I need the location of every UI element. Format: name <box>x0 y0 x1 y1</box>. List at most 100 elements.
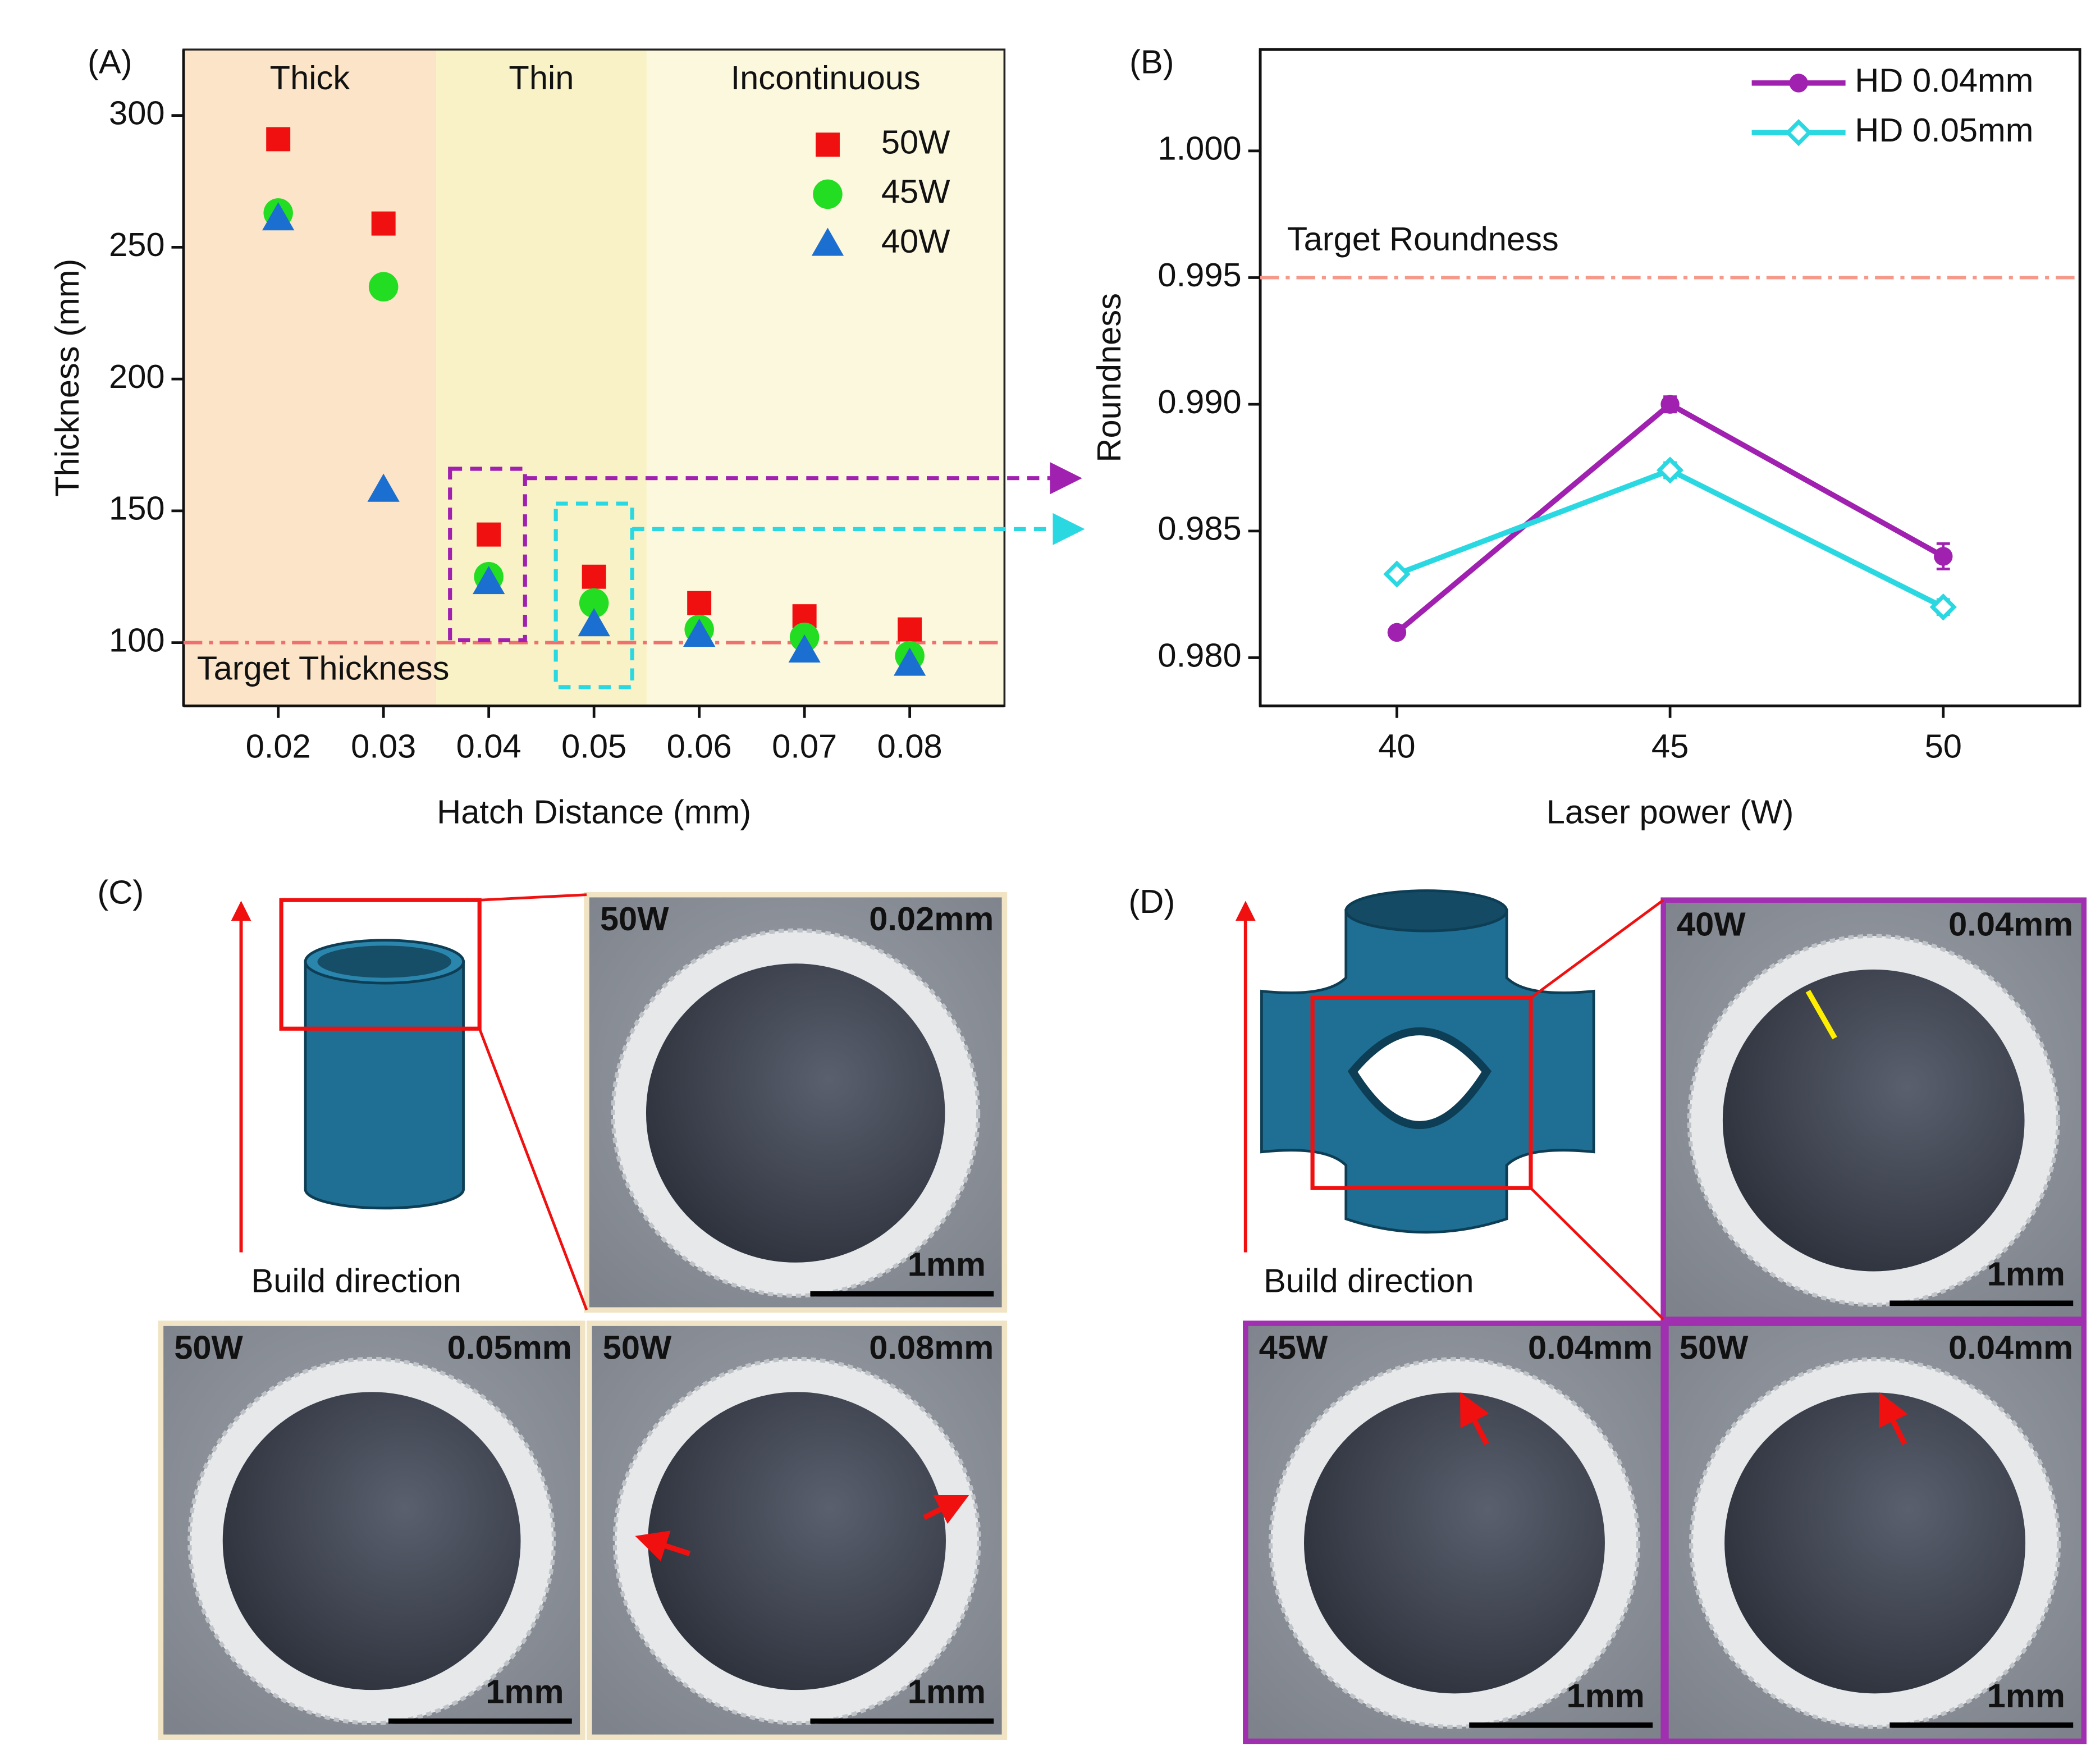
defect-arrow <box>635 1530 691 1561</box>
marker <box>262 202 295 231</box>
x-tick-label: 40 <box>1378 727 1415 765</box>
layer: Thick Thin Incontinuous (A) 100 150 200 250 300 0… <box>48 43 2087 1744</box>
power-label: 50W <box>174 1329 243 1367</box>
highlight-box <box>448 467 527 642</box>
scaffold-hole <box>1347 1027 1492 1130</box>
power-label: 50W <box>603 1329 672 1367</box>
scale-label: 1mm <box>1987 1677 2065 1715</box>
series-line <box>1396 467 1945 610</box>
ring <box>1691 1359 2059 1727</box>
ring-edge <box>1689 1357 2061 1729</box>
marker <box>1387 623 1407 642</box>
marker <box>1929 593 1957 621</box>
caption: Build direction <box>251 1262 461 1299</box>
scale-label: 1mm <box>486 1673 564 1711</box>
power-label: 40W <box>1677 906 1746 943</box>
hd-label: 0.04mm <box>1528 1329 1653 1367</box>
highlight-box <box>553 501 634 689</box>
x-tick-label: 0.02 <box>246 727 311 765</box>
x-tick-label: 45 <box>1651 727 1689 765</box>
marker <box>473 565 505 595</box>
legend-marker <box>1785 119 1813 147</box>
hd-label: 0.05mm <box>447 1329 572 1367</box>
ring <box>189 1359 554 1724</box>
ring-edge <box>611 928 981 1298</box>
y-tick-label: 0.980 <box>1157 636 1241 674</box>
zoom-box <box>279 898 482 1031</box>
y-tick-label: 250 <box>109 226 164 263</box>
panel-label: (D) <box>1128 883 1175 920</box>
marker <box>687 591 712 615</box>
marker <box>579 588 609 618</box>
marker <box>898 617 922 642</box>
marker <box>1660 395 1680 414</box>
region-label: Thick <box>270 59 350 97</box>
target-label: Target Roundness <box>1287 220 1559 258</box>
marker <box>1934 547 1953 566</box>
y-tick-label: 300 <box>109 94 164 131</box>
marker <box>1656 456 1684 484</box>
marker <box>368 272 399 302</box>
power-label: 50W <box>1680 1329 1749 1367</box>
marker <box>894 647 926 676</box>
ring <box>612 930 978 1296</box>
region <box>183 49 436 706</box>
marker <box>266 127 291 152</box>
defect-arrow <box>1879 1392 1908 1445</box>
x-tick-label: 0.06 <box>667 727 732 765</box>
ring <box>1689 936 2058 1305</box>
region-label: Incontinuous <box>731 59 921 97</box>
y-tick-label: 0.990 <box>1157 383 1241 421</box>
x-tick-label: 0.05 <box>561 727 626 765</box>
x-tick-label: 0.08 <box>877 727 943 765</box>
legend-marker <box>811 227 844 256</box>
legend-label: 50W <box>881 123 950 161</box>
y-axis-label: Thickness (mm) <box>48 259 86 497</box>
ring <box>615 1359 979 1724</box>
hd-label: 0.04mm <box>1948 906 2073 943</box>
y-tick-label: 100 <box>109 621 164 659</box>
legend-label: 40W <box>881 222 950 260</box>
zoom-line <box>478 893 588 1311</box>
hd-label: 0.04mm <box>1948 1329 2073 1367</box>
marker <box>582 564 606 589</box>
hd-label: 0.08mm <box>869 1329 994 1367</box>
panel-label: (B) <box>1129 43 1174 80</box>
x-tick-label: 50 <box>1925 727 1962 765</box>
marker <box>371 211 396 236</box>
marker <box>477 522 501 547</box>
region-label: Thin <box>509 59 574 97</box>
ring <box>1270 1359 1639 1727</box>
marker <box>367 473 400 502</box>
ring-edge <box>1687 934 2060 1307</box>
scale-label: 1mm <box>908 1673 986 1711</box>
scale-label: 1mm <box>1567 1677 1645 1715</box>
legend-marker <box>1789 74 1808 93</box>
defect-arrow <box>923 1495 969 1524</box>
power-label: 45W <box>1259 1329 1328 1367</box>
y-axis-label: Roundness <box>1090 293 1128 463</box>
y-tick-label: 0.995 <box>1157 256 1241 294</box>
legend-marker <box>815 132 840 157</box>
ring-edge <box>1268 1357 1641 1729</box>
defect-arrow <box>1460 1392 1489 1445</box>
zoom-line <box>1530 899 1664 1320</box>
marker <box>788 634 821 663</box>
cylinder <box>304 960 465 1210</box>
scale-label: 1mm <box>908 1246 986 1283</box>
scaffold-top <box>1344 889 1508 933</box>
legend-label: HD 0.05mm <box>1855 111 2033 149</box>
x-axis-label: Hatch Distance (mm) <box>437 793 751 830</box>
legend-marker <box>813 179 843 209</box>
target-label: Target Thickness <box>197 649 450 687</box>
y-tick-label: 150 <box>109 490 164 527</box>
y-tick-label: 0.985 <box>1157 510 1241 547</box>
zoom-box <box>1310 995 1533 1190</box>
y-tick-label: 200 <box>109 358 164 395</box>
x-axis-label: Laser power (W) <box>1547 793 1794 830</box>
legend-label: HD 0.04mm <box>1855 62 2033 99</box>
caption: Build direction <box>1264 1262 1474 1299</box>
x-tick-label: 0.04 <box>456 727 521 765</box>
